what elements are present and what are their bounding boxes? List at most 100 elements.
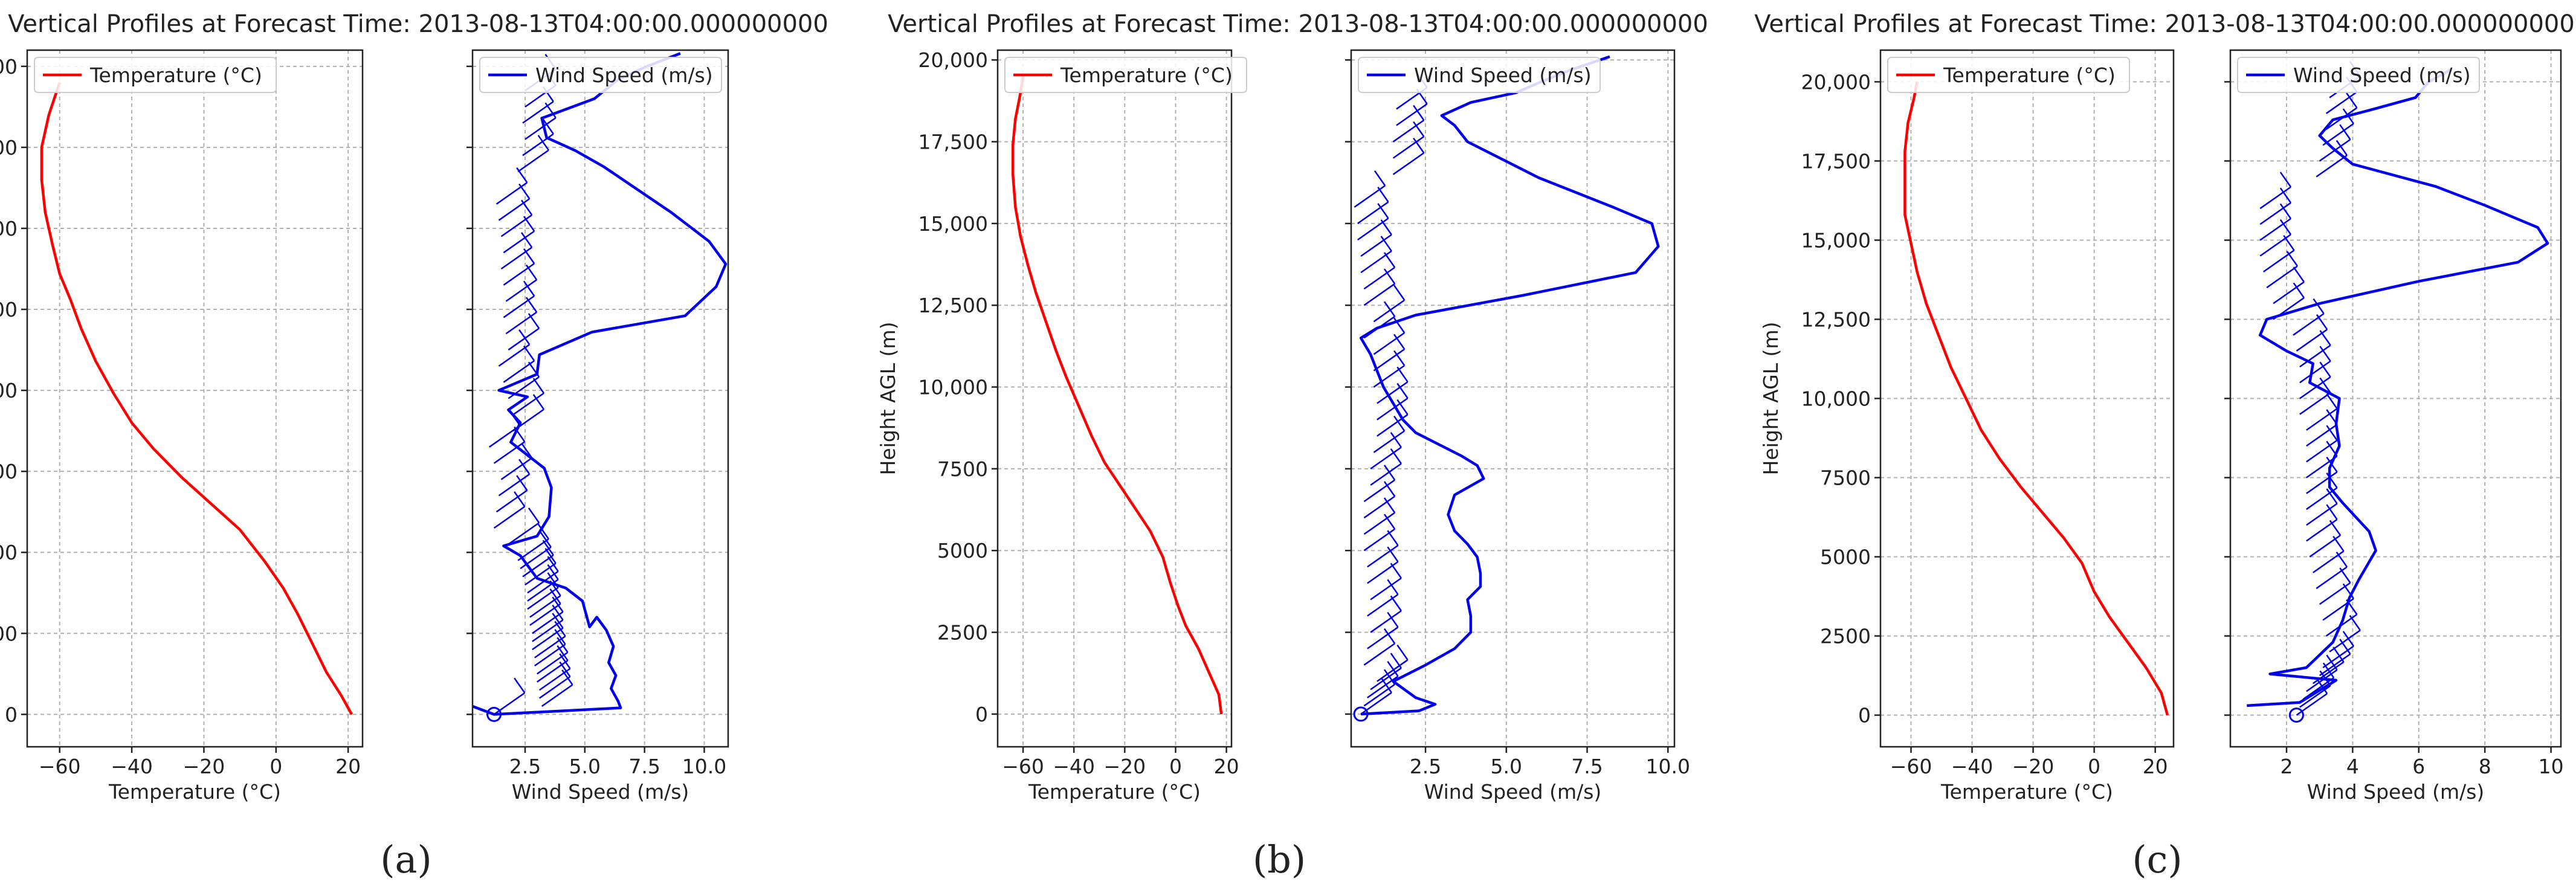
barb-staff [1363, 528, 1395, 552]
barb-flag [1374, 170, 1386, 186]
chart-title: Vertical Profiles at Forecast Time: 2013… [888, 10, 1708, 38]
wind-barb [1360, 219, 1392, 257]
barb-staff [1363, 283, 1395, 306]
barb-flag [1387, 546, 1399, 563]
panel-1: Vertical Profiles at Forecast Time: 2013… [0, 10, 828, 882]
wind-subplot: 2.5 5.0 7.5 10.0 Wind Speed (m/s) Wind Speed … [1345, 49, 1690, 804]
wind-barb [1367, 579, 1399, 617]
x-tick-label: −40 [111, 755, 153, 778]
legend-label: Temperature (°C) [89, 63, 262, 87]
barb-staff [534, 643, 566, 666]
wind-barb [503, 345, 535, 383]
wind-barb [2299, 330, 2331, 368]
barb-staff [522, 554, 554, 578]
y-tick-label: 7500 [0, 460, 18, 483]
barb-staff [2259, 202, 2291, 225]
wind-barb [508, 507, 540, 545]
barb-staff [2306, 503, 2338, 526]
wind-barb [1363, 252, 1396, 290]
barb-staff [2299, 360, 2331, 384]
wind-barb [1370, 595, 1402, 633]
x-tick-label: −60 [1890, 755, 1932, 778]
wind-barb [2259, 203, 2292, 241]
chart-title: Vertical Profiles at Forecast Time: 2013… [1754, 10, 2575, 38]
barb-flag [2326, 504, 2338, 520]
barb-flag [518, 459, 531, 475]
wind-barb [503, 248, 535, 286]
temperature-legend: Temperature (°C) [1004, 57, 1247, 93]
y-tick-label: 20,000 [1801, 70, 1871, 94]
y-tick-label: 0 [1858, 704, 1871, 727]
wind-axes-frame [471, 49, 729, 748]
barb-flag [552, 613, 564, 629]
barb-staff [2259, 218, 2291, 241]
barb-staff [527, 570, 559, 594]
barb-staff [522, 101, 554, 124]
barb-staff [508, 327, 540, 351]
barb-staff [498, 344, 530, 367]
barb-flag [2319, 346, 2331, 362]
barb-staff [2329, 630, 2361, 653]
barb-staff [2322, 123, 2354, 146]
barb-flag [523, 280, 535, 297]
wind-barb [1363, 481, 1396, 519]
barb-staff [2299, 376, 2331, 399]
barb-staff [525, 563, 557, 585]
barb-staff [1367, 593, 1399, 617]
barb-flag [1396, 644, 1409, 660]
wind-barb [2306, 393, 2338, 431]
x-axis-label: Wind Speed (m/s) [1424, 780, 1602, 804]
barb-flag [532, 394, 545, 410]
barb-staff [498, 198, 530, 221]
barb-staff [529, 595, 561, 618]
barb-staff [1363, 683, 1395, 707]
barb-staff [1360, 234, 1392, 257]
wind-barb [1363, 628, 1396, 666]
barb-staff [2322, 645, 2354, 669]
wind-barb [1363, 268, 1396, 306]
wind-legend: Wind Speed (m/s) [479, 57, 722, 93]
wind-barb [512, 378, 545, 416]
barb-flag [2346, 92, 2358, 109]
wind-barb [500, 442, 533, 480]
x-tick-label: 10 [2539, 755, 2564, 778]
calm-wind-circle [2288, 708, 2304, 723]
wind-barb [508, 313, 540, 351]
barb-staff [538, 668, 571, 691]
barb-staff [2309, 534, 2341, 558]
barb-staff [1363, 479, 1395, 503]
barb-flag [523, 345, 535, 361]
barb-staff [1370, 577, 1402, 601]
wind-barb [496, 475, 528, 513]
wind-barb [2259, 172, 2292, 210]
barb-staff [508, 522, 540, 545]
barb-staff [2319, 653, 2351, 677]
wind-barb [496, 167, 528, 205]
barb-flag [1383, 497, 1396, 514]
wind-barb [498, 329, 531, 367]
barb-flag [537, 135, 549, 151]
y-tick-label: 15,000 [0, 217, 18, 240]
barb-flag [2293, 282, 2305, 298]
y-tick-label: 5000 [937, 539, 988, 563]
temperature-legend: Temperature (°C) [1887, 57, 2130, 93]
x-tick-label: 10.0 [1646, 755, 1690, 778]
barb-flag [1393, 415, 1406, 431]
barb-staff [1357, 218, 1389, 240]
wind-barb [2319, 639, 2351, 677]
barb-flag [544, 548, 557, 564]
barb-staff [2299, 685, 2331, 708]
x-tick-label: 4 [2346, 755, 2359, 778]
y-tick-label: 7500 [1820, 466, 1871, 490]
barb-flag [2339, 124, 2351, 140]
x-tick-label: −60 [39, 755, 81, 778]
y-tick-label: 2500 [937, 621, 988, 645]
barb-staff [2299, 392, 2331, 415]
barb-staff [503, 263, 535, 286]
barb-flag [2279, 203, 2292, 219]
temperature-subplot: −60 −40 −20 0 20 0 2500 5000 7500 10,000 12,500 15,… [0, 49, 364, 804]
barb-flag [1396, 382, 1409, 399]
x-tick-label: −60 [1002, 755, 1044, 778]
wind-barb [520, 532, 552, 570]
barb-flag [1390, 448, 1402, 465]
